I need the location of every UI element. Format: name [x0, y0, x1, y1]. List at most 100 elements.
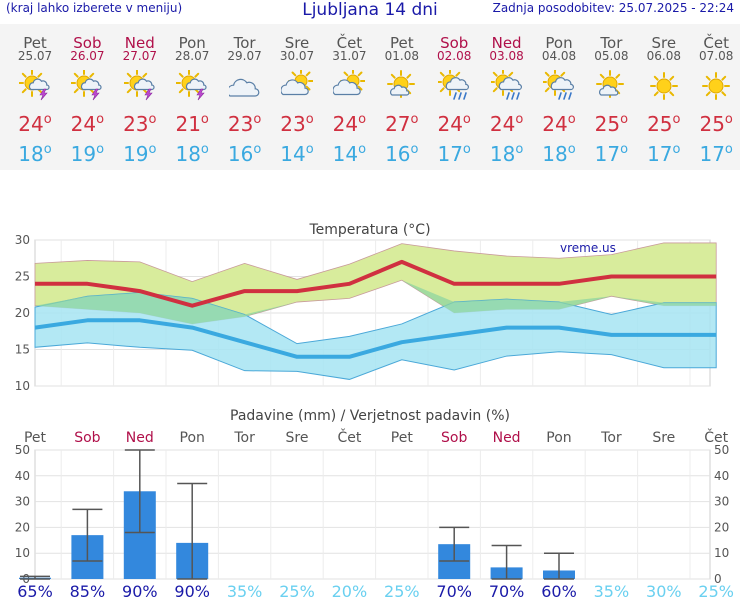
- day-column: Pon 04.08 24o 18o: [533, 24, 585, 170]
- max-temp-value: 24: [70, 112, 97, 136]
- precip-y-tick-right: 0: [714, 572, 722, 586]
- max-temp-value: 24: [542, 112, 568, 136]
- max-temp-line: [35, 259, 717, 308]
- sun-cloud-thunder-icon: [71, 70, 102, 101]
- max-temp-value: 25: [647, 112, 673, 136]
- temp-y-tick: 25: [15, 270, 30, 284]
- precip-y-tick-right: 40: [714, 469, 729, 483]
- header: (kraj lahko izberete v meniju) Ljubljana…: [0, 0, 740, 22]
- day-date: 30.07: [279, 49, 315, 63]
- precip-probability: 30%: [646, 582, 682, 600]
- precip-y-tick-right: 20: [714, 520, 729, 534]
- sun-icon: [702, 72, 731, 100]
- max-temp: 27o: [385, 112, 419, 136]
- precip-probability: 35%: [227, 582, 263, 600]
- day-date: 07.08: [699, 49, 734, 63]
- precip-y-tick-right: 50: [714, 443, 729, 457]
- max-temp: 23o: [227, 112, 262, 136]
- precip-range-whisker: [544, 552, 574, 580]
- sun-small-cloud-icon: [386, 70, 415, 98]
- day-column: Sre 06.08 25o 17o: [638, 24, 690, 170]
- day-name: Sob: [73, 34, 102, 52]
- sun-small-cloud-icon: [596, 70, 625, 98]
- precip-day-label: Sre: [286, 430, 309, 446]
- precip-day-label: Čet: [337, 428, 361, 446]
- sun-cloud-thunder-icon: [19, 70, 50, 101]
- precip-range-whisker: [491, 544, 522, 580]
- sun-cloud-thunder-icon: [123, 70, 155, 101]
- max-temp-value: 27: [385, 112, 411, 136]
- day-column: Sob 02.08 24o 17o: [428, 24, 480, 170]
- precip-y-tick-left: 40: [15, 469, 30, 483]
- menu-hint[interactable]: (kraj lahko izberete v meniju): [6, 1, 183, 15]
- precip-day-label: Sob: [441, 430, 467, 446]
- max-temp: 25o: [699, 112, 733, 136]
- min-temp-value: 18: [489, 142, 516, 166]
- min-temp-value: 18: [175, 142, 201, 166]
- precip-range-whisker: [177, 482, 208, 580]
- sun-cloud-thunder-icon: [176, 70, 207, 101]
- day-date: 27.07: [122, 49, 157, 63]
- min-temp: 17o: [594, 142, 629, 166]
- min-temp-value: 17: [647, 142, 673, 166]
- min-temp: 19o: [123, 142, 157, 166]
- temp-y-tick: 30: [15, 233, 30, 247]
- max-temp: 24o: [489, 112, 524, 136]
- max-temp-value: 23: [123, 112, 149, 136]
- max-temp: 25o: [594, 112, 629, 136]
- min-temp: 14o: [332, 142, 367, 166]
- max-temp: 23o: [280, 112, 314, 136]
- precip-y-tick-left: 50: [15, 443, 30, 457]
- max-temp-value: 24: [332, 112, 359, 136]
- day-column: Tor 29.07 23o 16o: [219, 24, 271, 170]
- precip-range-whisker: [439, 526, 470, 562]
- min-temp: 17o: [437, 142, 471, 166]
- day-name: Tor: [600, 34, 623, 52]
- precip-day-label: Čet: [704, 428, 728, 446]
- min-temp-value: 17: [699, 142, 725, 166]
- day-name: Pet: [23, 34, 47, 52]
- precip-probability: 25%: [698, 582, 734, 600]
- day-name: Čet: [703, 34, 729, 52]
- sun-cloud-rain-icon: [438, 70, 470, 100]
- max-temp: 24o: [70, 112, 105, 136]
- min-temp-value: 17: [594, 142, 621, 166]
- max-temp: 21o: [175, 112, 209, 136]
- day-name: Sre: [651, 34, 677, 52]
- precip-day-label: Pet: [391, 430, 414, 446]
- day-name: Pon: [178, 34, 206, 52]
- max-temp: 24o: [332, 112, 367, 136]
- precip-probability: 70%: [489, 582, 525, 600]
- precip-probability: 25%: [384, 582, 420, 600]
- temp-y-tick: 15: [15, 343, 30, 357]
- max-temp: 25o: [647, 112, 681, 136]
- precip-day-label: Tor: [600, 430, 622, 446]
- sun-cloud-icon: [281, 70, 313, 96]
- precip-day-label: Pet: [24, 430, 47, 446]
- precip-range-whisker: [20, 575, 50, 580]
- precip-range-whisker: [124, 449, 155, 534]
- max-temp: 24o: [437, 112, 471, 136]
- precip-day-label: Sre: [652, 430, 675, 446]
- min-temp: 14o: [280, 142, 314, 166]
- min-temp: 16o: [385, 142, 419, 166]
- day-column: Ned 27.07 23o 19o: [114, 24, 166, 170]
- day-date: 05.08: [594, 49, 629, 63]
- day-date: 31.07: [332, 49, 367, 63]
- precip-probability: 25%: [279, 582, 315, 600]
- temp-y-tick: 10: [15, 379, 30, 393]
- precip-range-whisker: [72, 508, 103, 562]
- day-column: Sob 26.07 24o 19o: [61, 24, 113, 170]
- min-temp-value: 17: [437, 142, 463, 166]
- day-date: 28.07: [175, 49, 210, 63]
- day-column: Čet 31.07 24o 14o: [323, 24, 375, 170]
- precip-y-tick-right: 30: [714, 495, 729, 509]
- day-name: Pon: [545, 34, 573, 52]
- precipitation-chart-title: Padavine (mm) / Verjetnost padavin (%): [230, 408, 510, 424]
- sun-cloud-rain-icon: [490, 70, 522, 100]
- precip-y-tick-right: 10: [714, 546, 729, 560]
- max-temp-value: 23: [227, 112, 254, 136]
- min-temp-value: 19: [123, 142, 149, 166]
- day-column: Tor 05.08 25o 17o: [585, 24, 637, 170]
- min-temp: 16o: [227, 142, 262, 166]
